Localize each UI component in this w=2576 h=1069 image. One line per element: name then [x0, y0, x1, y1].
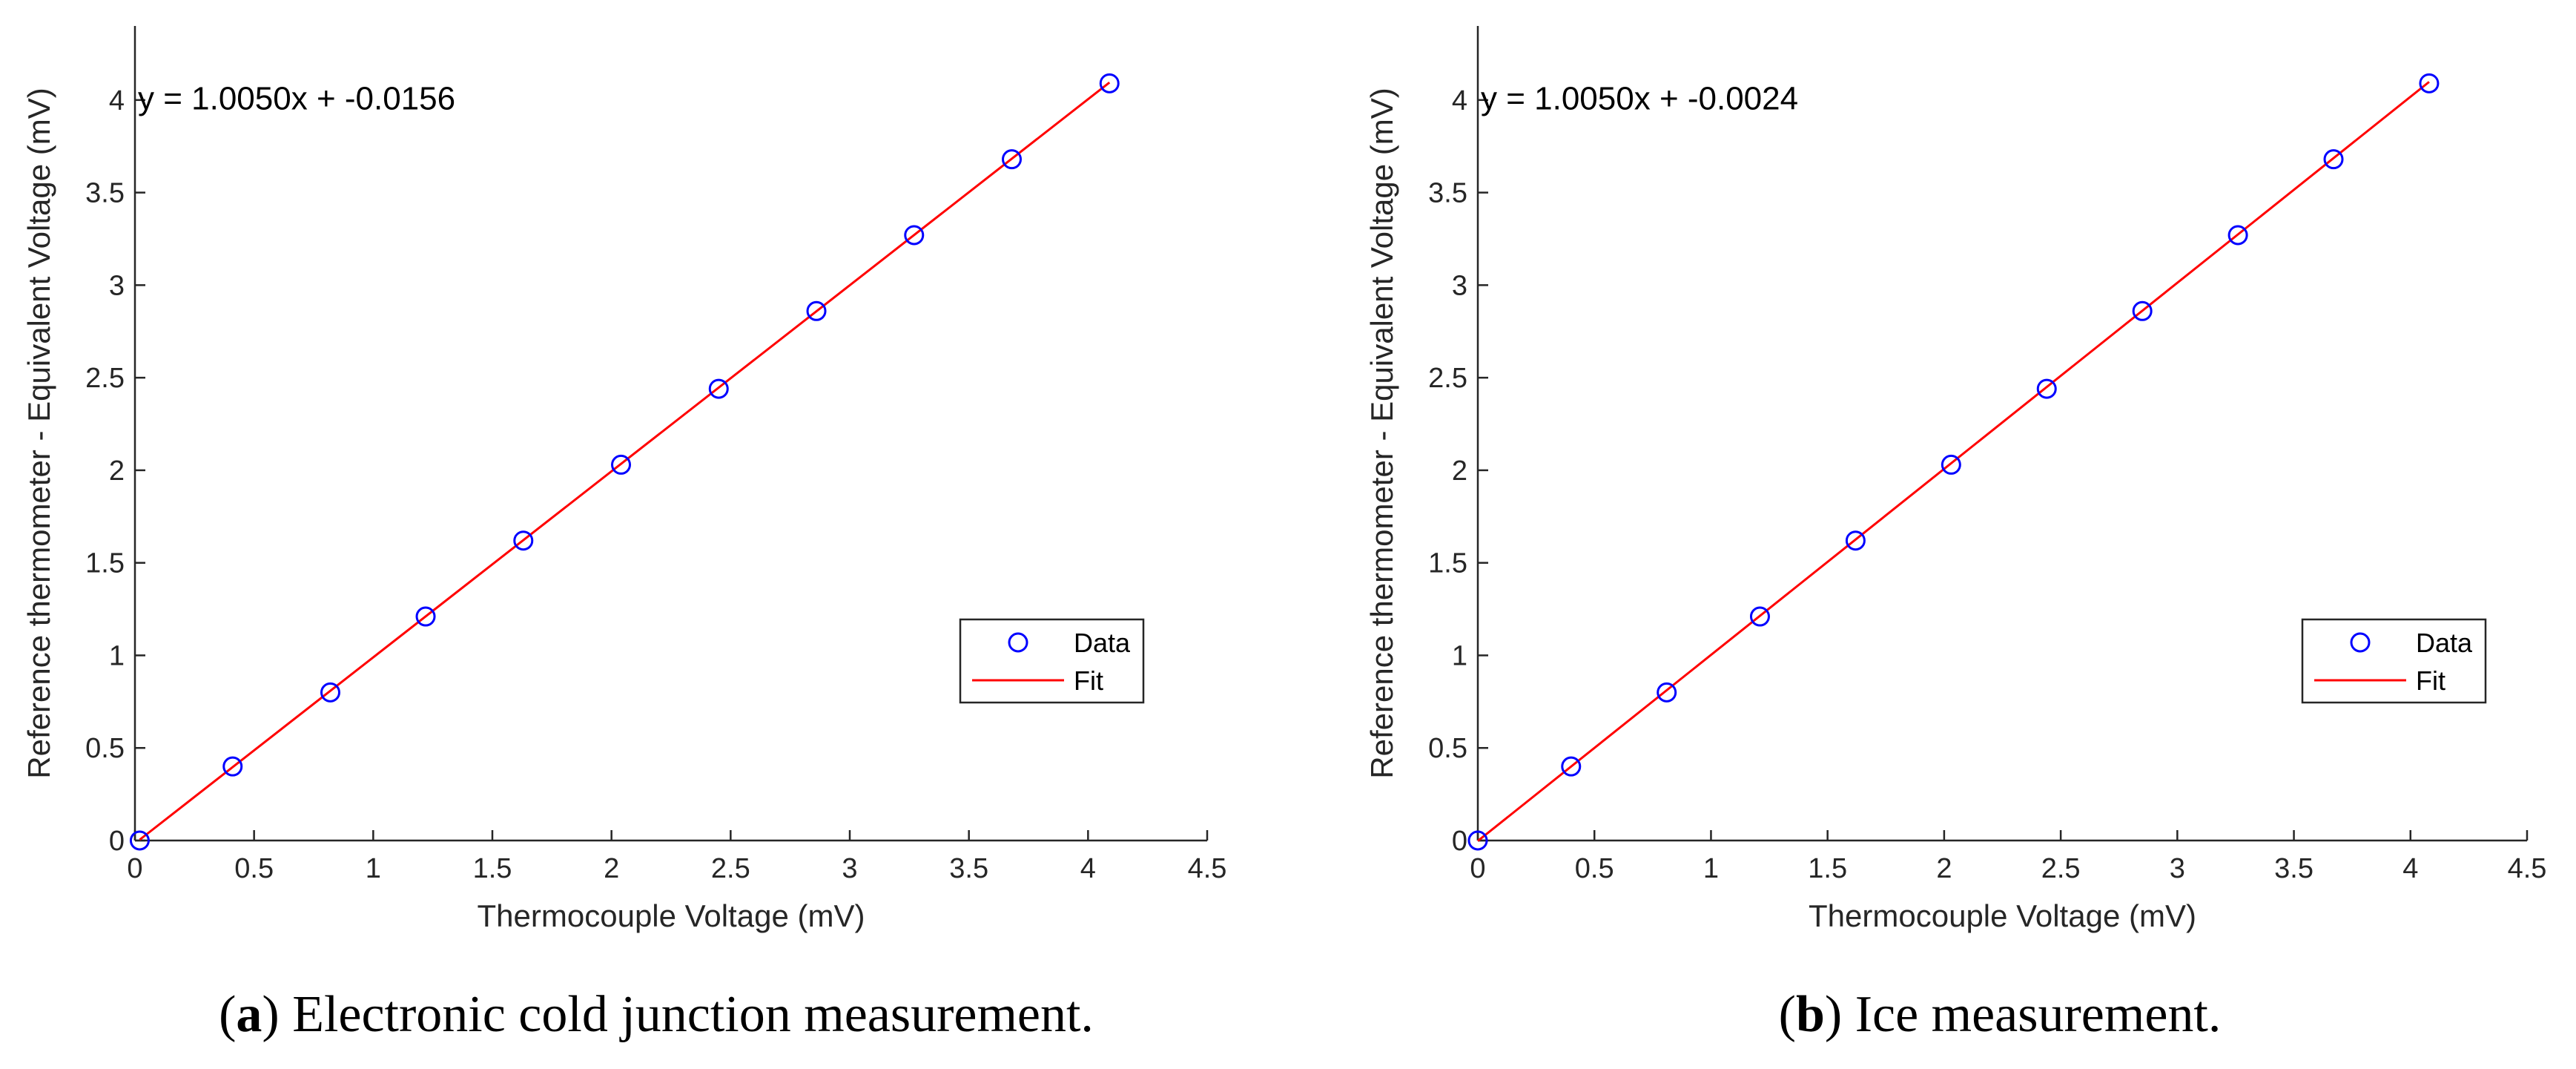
fit-equation-a: y = 1.0050x + -0.0156	[138, 80, 455, 116]
data-point-a	[129, 830, 150, 851]
x-tick-label-a: 0.5	[234, 853, 274, 884]
data-point-a	[1099, 73, 1120, 93]
data-point-b	[1561, 756, 1582, 777]
y-tick-label-b: 3	[1452, 270, 1467, 301]
y-tick-label-b: 1.5	[1428, 548, 1467, 579]
x-tick-label-a: 2.5	[711, 853, 750, 884]
x-tick-label-b: 0	[1470, 853, 1485, 884]
x-tick-label-b: 0.5	[1575, 853, 1614, 884]
x-tick-label-a: 2	[604, 853, 619, 884]
caption-letter-b: b	[1796, 986, 1825, 1043]
y-axis-label-b: Reference thermometer - Equivalent Volta…	[1364, 88, 1399, 778]
y-tick-label-a: 3	[109, 270, 125, 301]
y-tick-label-b: 0.5	[1428, 733, 1467, 764]
y-tick-label-a: 0	[109, 826, 125, 857]
axes-a: 0 0.5 1 1.5 2 2.5 3 3.5 4 4.5 0 0.5 1 1.5 2 2.5 3 3.5 4	[85, 26, 1226, 884]
legend-b: Data Fit	[2301, 618, 2487, 704]
legend-box-a	[959, 618, 1145, 704]
x-tick-label-a: 4	[1080, 853, 1096, 884]
y-tick-label-b: 1	[1452, 640, 1467, 671]
data-point-b	[2036, 378, 2057, 399]
x-tick-label-b: 4	[2402, 853, 2418, 884]
y-tick-label-a: 0.5	[85, 733, 125, 764]
legend-box-b	[2301, 618, 2487, 704]
data-point-a	[708, 378, 729, 399]
data-point-a	[806, 300, 827, 321]
y-axis-label-a: Reference thermometer - Equivalent Volta…	[22, 88, 56, 778]
y-tick-label-a: 1	[109, 640, 125, 671]
x-tick-label-b: 2.5	[2041, 853, 2081, 884]
data-point-b	[1749, 606, 1770, 627]
legend-data-marker-a	[1008, 632, 1028, 653]
y-tick-label-a: 2.5	[85, 363, 125, 394]
legend-a: Data Fit	[959, 618, 1145, 704]
x-tick-label-b: 1	[1703, 853, 1719, 884]
data-point-a	[320, 682, 340, 703]
data-point-a	[222, 756, 243, 777]
data-point-a	[513, 530, 534, 551]
x-tick-label-a: 1	[366, 853, 381, 884]
legend-fit-label-b: Fit	[2416, 665, 2445, 696]
legend-fit-label-a: Fit	[1074, 665, 1103, 696]
data-point-b	[1657, 682, 1677, 703]
fit-line-b	[1477, 81, 2430, 842]
data-point-a	[1002, 149, 1023, 170]
data-point-b	[1467, 830, 1488, 851]
data-point-a	[611, 454, 632, 475]
data-point-b	[2419, 73, 2440, 93]
x-tick-label-b: 1.5	[1808, 853, 1847, 884]
x-tick-label-b: 4.5	[2508, 853, 2547, 884]
data-point-a	[904, 225, 925, 246]
caption-b: (b) Ice measurement.	[1779, 986, 2222, 1043]
y-tick-label-b: 3.5	[1428, 178, 1467, 209]
data-point-a	[415, 606, 436, 627]
y-tick-label-a: 3.5	[85, 178, 125, 209]
y-tick-label-a: 1.5	[85, 548, 125, 579]
plot-area-b	[1467, 73, 2440, 851]
y-tick-label-b: 2.5	[1428, 363, 1467, 394]
data-point-b	[1941, 454, 1961, 475]
fit-line-a	[139, 81, 1111, 841]
x-tick-label-a: 4.5	[1188, 853, 1227, 884]
caption-text-b: Ice measurement.	[1855, 986, 2222, 1043]
x-tick-label-b: 2	[1936, 853, 1952, 884]
x-axis-label-a: Thermocouple Voltage (mV)	[478, 898, 865, 933]
legend-data-label-a: Data	[1074, 628, 1131, 658]
data-point-b	[2323, 149, 2344, 170]
chart-panel-b: 0 0.5 1 1.5 2 2.5 3 3.5 4 4.5 0 0.5 1 1.5 2 2.5 3 3.5 4 y …	[1364, 26, 2546, 1043]
data-point-b	[2132, 300, 2153, 321]
caption-text-a: Electronic cold junction measurement.	[292, 986, 1094, 1043]
fit-equation-b: y = 1.0050x + -0.0024	[1481, 80, 1798, 116]
y-tick-label-b: 0	[1452, 826, 1467, 857]
x-tick-label-a: 3	[842, 853, 857, 884]
x-tick-label-b: 3	[2170, 853, 2185, 884]
chart-panel-a: 0 0.5 1 1.5 2 2.5 3 3.5 4 4.5 0 0.5 1 1.5 2 2.5 3 3.5 4 y …	[22, 26, 1226, 1043]
legend-data-marker-b	[2350, 632, 2371, 653]
plot-area-a	[129, 73, 1120, 851]
x-tick-label-a: 0	[127, 853, 142, 884]
x-tick-label-a: 1.5	[473, 853, 512, 884]
data-point-b	[2227, 225, 2248, 246]
x-tick-label-a: 3.5	[949, 853, 988, 884]
y-tick-label-a: 4	[109, 85, 125, 116]
x-tick-label-b: 3.5	[2274, 853, 2314, 884]
y-tick-label-b: 2	[1452, 455, 1467, 487]
caption-a: (a) Electronic cold junction measurement…	[219, 986, 1094, 1043]
x-axis-label-b: Thermocouple Voltage (mV)	[1809, 898, 2196, 933]
y-tick-label-a: 2	[109, 455, 125, 487]
data-point-b	[1845, 530, 1866, 551]
y-tick-label-b: 4	[1452, 85, 1467, 116]
caption-letter-a: a	[236, 986, 262, 1043]
legend-data-label-b: Data	[2416, 628, 2473, 658]
axes-b: 0 0.5 1 1.5 2 2.5 3 3.5 4 4.5 0 0.5 1 1.5 2 2.5 3 3.5 4	[1428, 26, 2546, 884]
